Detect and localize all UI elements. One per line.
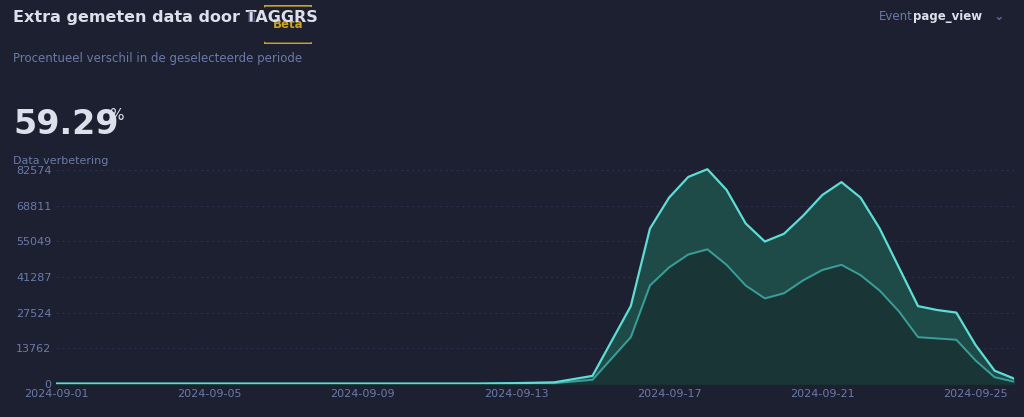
Text: Event: Event (879, 10, 912, 23)
Text: ⌄: ⌄ (993, 10, 1004, 23)
Text: Procentueel verschil in de geselecteerde periode: Procentueel verschil in de geselecteerde… (13, 52, 302, 65)
Text: %: % (110, 108, 124, 123)
Text: page_view: page_view (913, 10, 983, 23)
Text: Data verbetering: Data verbetering (13, 156, 109, 166)
Text: Beta: Beta (273, 18, 303, 31)
Text: Extra gemeten data door TAGGRS: Extra gemeten data door TAGGRS (13, 10, 318, 25)
Text: 59.29: 59.29 (13, 108, 119, 141)
Text: ⓘ: ⓘ (248, 10, 255, 23)
